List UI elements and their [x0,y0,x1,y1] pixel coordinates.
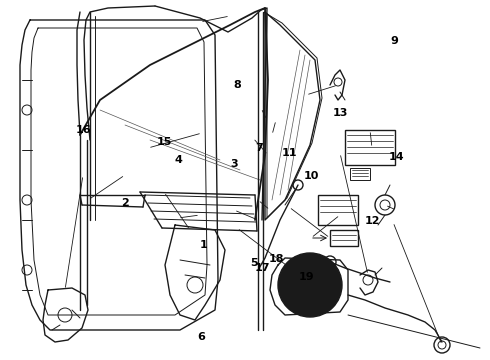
Text: 2: 2 [121,198,129,208]
Text: 10: 10 [303,171,319,181]
Text: 5: 5 [250,258,258,268]
Bar [330,230,358,246]
Text: 15: 15 [156,137,172,147]
Bar [350,168,370,180]
Text: 7: 7 [255,143,263,153]
Text: 12: 12 [365,216,380,226]
Text: 1: 1 [199,240,207,250]
Text: 9: 9 [391,36,398,46]
Text: 18: 18 [269,254,285,264]
Text: 6: 6 [197,332,205,342]
Text: 4: 4 [175,155,183,165]
Text: 8: 8 [234,80,242,90]
Bar [345,130,395,165]
Text: 16: 16 [75,125,91,135]
Text: 14: 14 [389,152,405,162]
Circle shape [278,253,342,317]
Text: 13: 13 [333,108,348,118]
Text: 17: 17 [254,263,270,273]
Text: 19: 19 [298,272,314,282]
Text: 11: 11 [281,148,297,158]
Text: 3: 3 [230,159,238,169]
Bar [318,195,358,225]
